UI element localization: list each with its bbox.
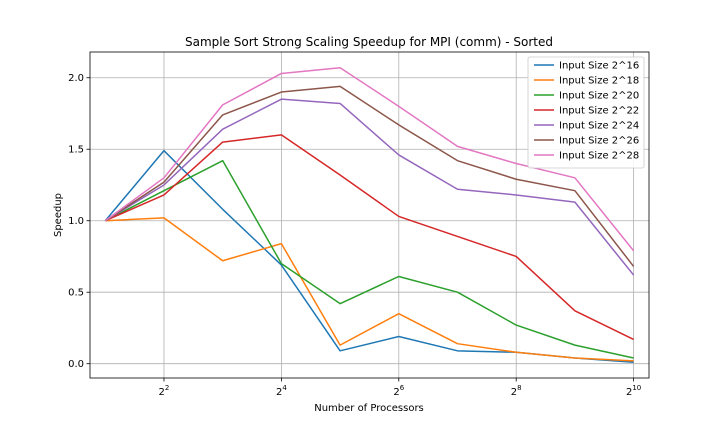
legend-label-7: Input Size 2^28 [559,151,639,162]
x-axis-label: Number of Processors [314,403,424,414]
series-line-7 [104,66,635,252]
y-axis-ticks: 0.0 0.5 1.0 1.5 2.0 [68,73,90,370]
x-tick-label: 22 [159,384,170,398]
legend: Input Size 2^16 Input Size 2^18 Input Size… [527,56,645,169]
series-line-6 [104,85,635,267]
y-tick-label: 1.0 [68,216,84,227]
series-lines [104,66,635,364]
y-tick-label: 1.5 [68,145,84,156]
y-tick-label: 2.0 [68,73,84,84]
legend-label-3: Input Size 2^20 [559,91,639,102]
x-tick-label: 28 [511,384,522,398]
series-line-2 [105,217,634,362]
y-tick-label: 0.0 [68,359,84,370]
x-axis-ticks: 22 24 26 28 210 [159,378,641,398]
legend-label-5: Input Size 2^24 [559,121,639,132]
series-line-3 [104,159,634,359]
y-axis-label: Speedup [53,193,64,237]
legend-box [527,56,645,169]
legend-label-4: Input Size 2^22 [559,106,639,117]
chart-title: Sample Sort Strong Scaling Speedup for M… [185,35,553,49]
y-tick-label: 0.5 [68,288,84,299]
x-tick-label: 24 [276,384,287,398]
legend-label-1: Input Size 2^16 [559,61,639,72]
series-line-5 [104,98,635,276]
x-tick-label: 26 [393,384,404,398]
legend-label-6: Input Size 2^26 [559,136,639,147]
plot-frame [89,51,650,379]
x-tick-label: 210 [626,384,641,398]
legend-label-2: Input Size 2^18 [559,76,639,87]
series-line-4 [104,134,634,341]
